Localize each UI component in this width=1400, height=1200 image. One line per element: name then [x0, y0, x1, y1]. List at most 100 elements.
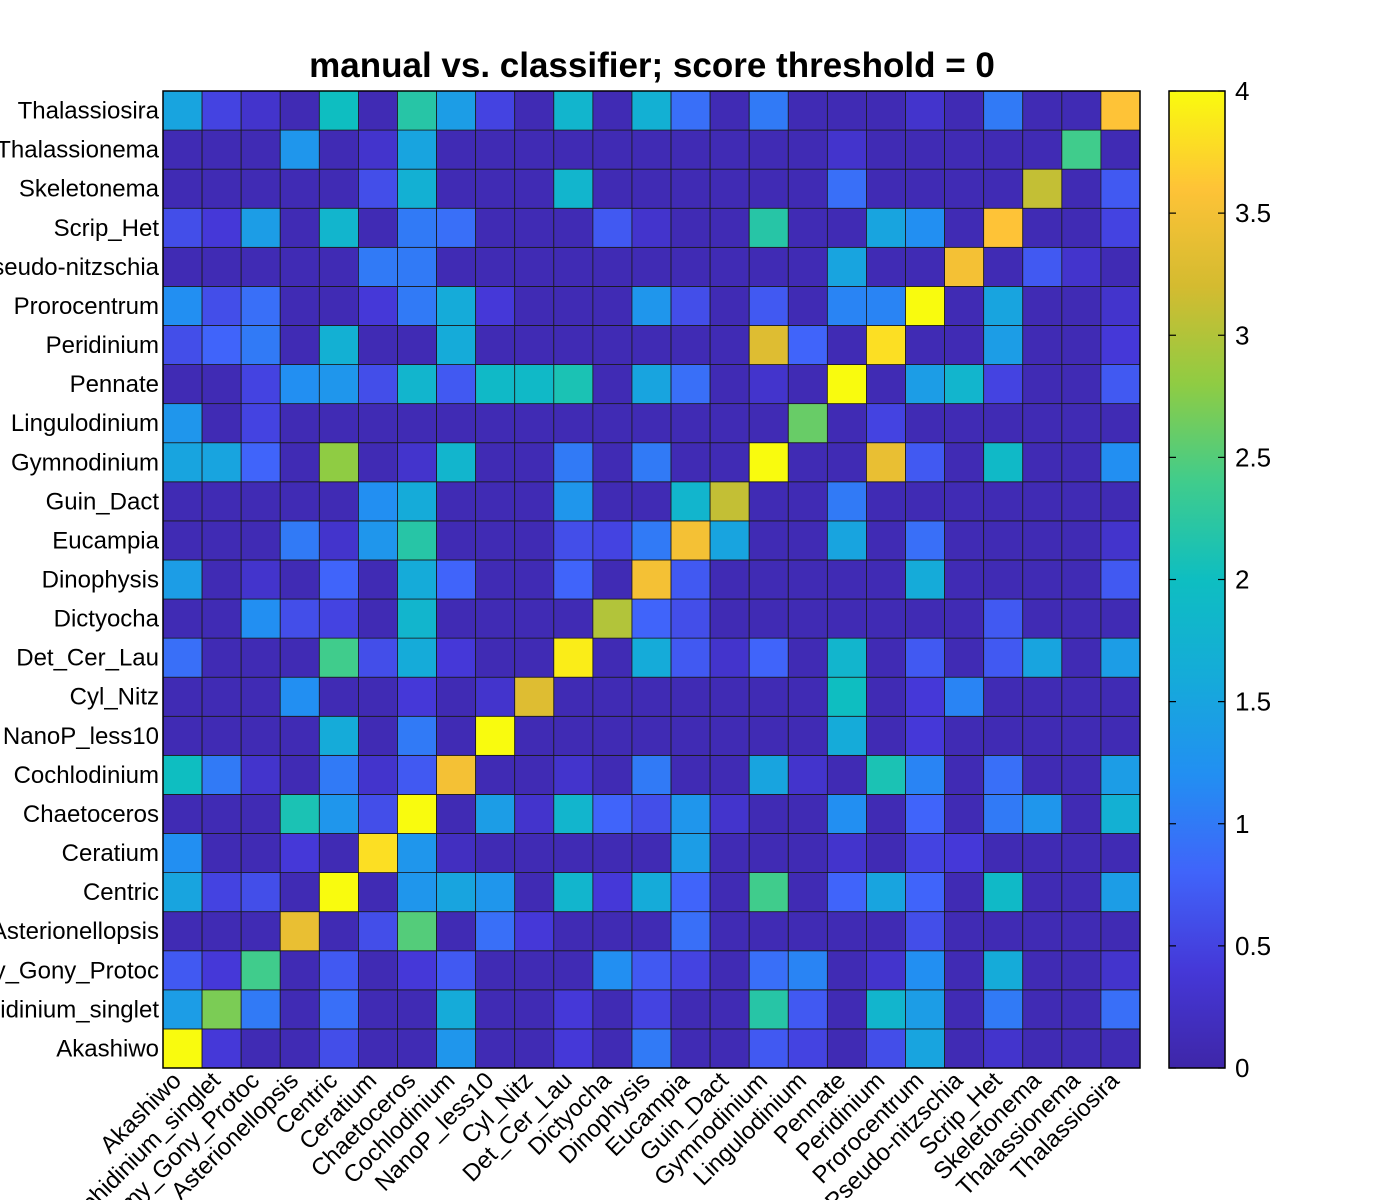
heatmap-cell	[787, 364, 828, 405]
heatmap-cell	[748, 364, 789, 405]
heatmap-cell	[357, 754, 398, 795]
heatmap-cell	[709, 246, 750, 287]
heatmap-cell	[357, 1028, 398, 1069]
heatmap-cell	[631, 950, 672, 991]
heatmap-cell	[826, 754, 867, 795]
heatmap-cell	[944, 364, 985, 405]
y-tick-label: Cochlodinium	[14, 762, 159, 789]
heatmap-cell	[826, 325, 867, 365]
heatmap-cell	[240, 559, 281, 600]
heatmap-cell	[592, 754, 633, 795]
heatmap-cell	[1022, 911, 1063, 952]
heatmap-cell	[436, 442, 477, 483]
heatmap-cell	[787, 989, 828, 1030]
heatmap-cell	[240, 129, 281, 170]
heatmap-cell	[944, 129, 985, 170]
heatmap-cell	[905, 872, 946, 913]
heatmap-cell	[787, 754, 828, 795]
heatmap-cell	[592, 90, 633, 131]
heatmap-cell	[1061, 207, 1102, 248]
heatmap-cell	[826, 90, 867, 131]
heatmap-cell	[514, 442, 555, 483]
heatmap-cell	[553, 794, 594, 834]
heatmap-cell	[787, 833, 828, 874]
heatmap-cell	[318, 676, 359, 717]
heatmap-cell	[787, 950, 828, 991]
heatmap-cell	[357, 90, 398, 131]
heatmap-cell	[318, 833, 359, 874]
heatmap-cell	[983, 325, 1024, 365]
heatmap-cell	[397, 520, 437, 561]
heatmap-cell	[592, 325, 633, 365]
heatmap-cell	[826, 364, 867, 405]
heatmap-cell	[709, 481, 750, 522]
heatmap-cell	[436, 285, 477, 326]
heatmap-cell	[905, 559, 946, 600]
heatmap-cell	[670, 794, 711, 834]
heatmap-cell	[748, 246, 789, 287]
heatmap-cell	[162, 90, 203, 131]
heatmap-cell	[631, 598, 672, 639]
heatmap-cell	[983, 754, 1024, 795]
heatmap-cell	[592, 129, 633, 170]
heatmap-cell	[826, 872, 867, 913]
heatmap-cell	[1022, 207, 1063, 248]
heatmap-cell	[553, 872, 594, 913]
heatmap-cell	[436, 403, 477, 444]
heatmap-cell	[670, 403, 711, 444]
heatmap-cell	[1061, 911, 1102, 952]
heatmap-cell	[787, 637, 828, 678]
heatmap-cell	[1061, 1028, 1102, 1069]
heatmap-cell	[318, 794, 359, 834]
heatmap-cell	[905, 481, 946, 522]
heatmap-cell	[201, 481, 242, 522]
heatmap-cell	[670, 168, 711, 209]
heatmap-cell	[318, 207, 359, 248]
y-tick-label: Scrip_Het	[54, 215, 160, 242]
heatmap-cell	[1100, 872, 1141, 913]
heatmap-cell	[787, 520, 828, 561]
heatmap-cell	[279, 129, 320, 170]
heatmap-cell	[944, 676, 985, 717]
heatmap-cell	[475, 285, 516, 326]
heatmap-cell	[475, 676, 516, 717]
heatmap-cell	[826, 911, 867, 952]
heatmap-cell	[1061, 989, 1102, 1030]
heatmap-cell	[866, 129, 906, 170]
y-tick-label: Gymnodinium	[11, 449, 159, 476]
heatmap-cell	[357, 911, 398, 952]
heatmap-cell	[279, 872, 320, 913]
heatmap-cell	[436, 794, 477, 834]
heatmap-cell	[397, 1028, 437, 1069]
heatmap-cell	[631, 676, 672, 717]
heatmap-cell	[748, 637, 789, 678]
heatmap-cell	[514, 676, 555, 717]
heatmap-cell	[983, 559, 1024, 600]
heatmap-cell	[201, 207, 242, 248]
y-tick-label: NanoP_less10	[3, 723, 159, 750]
heatmap-cell	[1022, 715, 1063, 756]
heatmap-cell	[201, 794, 242, 834]
heatmap-cell	[514, 598, 555, 639]
heatmap-cell	[631, 1028, 672, 1069]
heatmap-cell	[201, 833, 242, 874]
heatmap-cell	[983, 403, 1024, 444]
heatmap-cell	[1022, 403, 1063, 444]
heatmap-cell	[201, 911, 242, 952]
heatmap-cell	[162, 403, 203, 444]
heatmap-cell	[514, 246, 555, 287]
heatmap-cell	[1022, 794, 1063, 834]
heatmap-cell	[670, 207, 711, 248]
y-tick-label: Cyl_Nitz	[70, 684, 159, 711]
heatmap-cell	[162, 911, 203, 952]
heatmap-cell	[905, 715, 946, 756]
heatmap-cell	[905, 129, 946, 170]
heatmap-cell	[787, 207, 828, 248]
heatmap-cell	[318, 559, 359, 600]
heatmap-cell	[592, 989, 633, 1030]
heatmap-cell	[1100, 950, 1141, 991]
heatmap-cell	[162, 442, 203, 483]
heatmap-cell	[553, 950, 594, 991]
heatmap-cell	[553, 715, 594, 756]
heatmap-cell	[475, 637, 516, 678]
